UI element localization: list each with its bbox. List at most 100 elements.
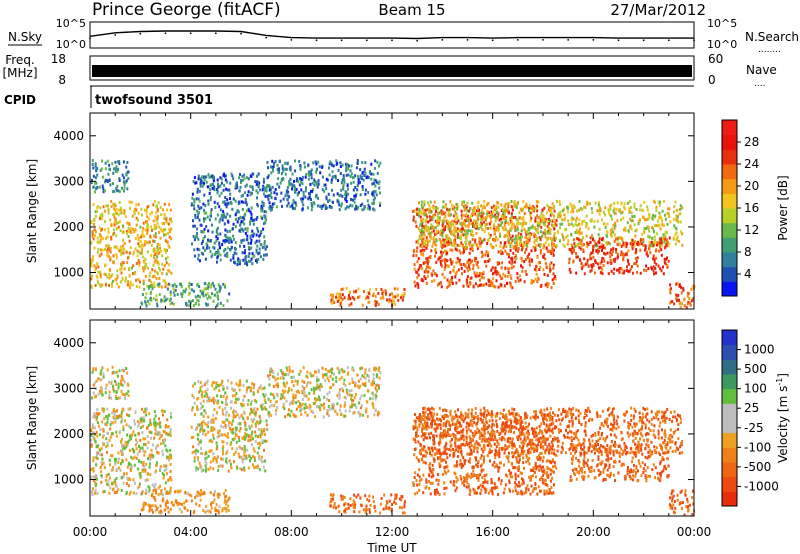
scatter-cell <box>479 244 482 248</box>
scatter-cell <box>508 253 510 257</box>
scatter-cell <box>592 238 594 242</box>
scatter-cell <box>346 163 349 167</box>
scatter-cell <box>245 433 248 437</box>
scatter-cell <box>144 443 147 446</box>
scatter-cell <box>623 202 626 206</box>
scatter-cell <box>113 189 116 193</box>
scatter-cell <box>210 208 213 212</box>
scatter-cell <box>339 303 342 307</box>
scatter-cell <box>97 412 100 416</box>
scatter-cell <box>176 503 179 507</box>
scatter-cell <box>153 488 156 492</box>
scatter-cell <box>159 268 161 272</box>
scatter-cell <box>356 184 359 188</box>
scatter-cell <box>309 182 312 186</box>
scatter-cell <box>197 174 200 178</box>
scatter-cell <box>666 222 669 226</box>
scatter-cell <box>430 226 433 230</box>
scatter-cell <box>117 374 119 378</box>
scatter-cell <box>652 243 655 247</box>
scatter-cell <box>589 202 591 206</box>
scatter-cell <box>653 200 656 204</box>
scatter-cell <box>202 176 205 180</box>
scatter-cell <box>229 258 232 262</box>
scatter-cell <box>356 188 359 192</box>
scatter-cell <box>521 269 524 273</box>
scatter-cell <box>536 227 539 231</box>
scatter-cell <box>262 407 265 411</box>
scatter-cell <box>120 462 122 466</box>
scatter-cell <box>336 296 339 300</box>
scatter-cell <box>629 242 632 245</box>
scatter-cell <box>403 288 406 291</box>
scatter-cell <box>593 225 596 229</box>
scatter-cell <box>196 456 199 460</box>
scatter-cell <box>94 190 96 194</box>
scatter-cell <box>623 228 625 232</box>
scatter-cell <box>523 280 526 284</box>
scatter-cell <box>227 220 230 224</box>
scatter-cell <box>454 238 457 242</box>
scatter-cell <box>244 191 246 195</box>
scatter-cell <box>606 251 609 255</box>
scatter-cell <box>130 227 133 231</box>
scatter-cell <box>549 230 552 234</box>
scatter-cell <box>214 509 217 513</box>
scatter-cell <box>634 229 637 233</box>
scatter-cell <box>263 398 266 402</box>
scatter-cell <box>128 492 131 496</box>
scatter-cell <box>689 301 692 305</box>
scatter-cell <box>196 216 199 219</box>
scatter-cell <box>417 241 420 245</box>
scatter-cell <box>120 437 123 441</box>
scatter-cell <box>90 241 93 245</box>
scatter-cell <box>111 421 114 425</box>
scatter-cell <box>295 203 298 207</box>
scatter-cell <box>369 288 372 292</box>
scatter-cell <box>119 396 122 400</box>
scatter-cell <box>353 297 356 301</box>
scatter-cell <box>168 222 170 226</box>
scatter-cell <box>541 208 544 212</box>
scatter-cell <box>536 280 539 284</box>
scatter-cell <box>207 467 210 471</box>
scatter-cell <box>468 222 471 226</box>
scatter-cell <box>501 226 504 230</box>
scatter-cell <box>468 241 470 245</box>
scatter-cell <box>158 422 161 426</box>
scatter-cell <box>555 244 558 248</box>
scatter-cell <box>267 166 269 170</box>
scatter-cell <box>205 505 208 508</box>
scatter-cell <box>165 217 168 221</box>
scatter-cell <box>628 269 631 273</box>
scatter-cell <box>354 194 357 198</box>
scatter-cell <box>466 234 468 238</box>
scatter-cell <box>119 380 122 384</box>
scatter-cell <box>213 293 216 297</box>
scatter-cell <box>590 257 593 261</box>
scatter-cell <box>601 243 604 247</box>
scatter-cell <box>579 207 582 211</box>
scatter-cell <box>451 248 454 252</box>
scatter-cell <box>415 240 418 244</box>
scatter-cell <box>572 238 575 242</box>
scatter-cell <box>349 169 352 173</box>
noise-search-point <box>240 32 242 35</box>
scatter-cell <box>236 397 239 401</box>
scatter-cell <box>169 293 172 296</box>
scatter-cell <box>206 423 209 427</box>
scatter-cell <box>135 438 137 442</box>
scatter-cell <box>126 476 129 480</box>
scatter-cell <box>536 214 539 218</box>
scatter-cell <box>191 394 194 397</box>
scatter-cell <box>263 448 265 452</box>
scatter-cell <box>268 206 271 210</box>
scatter-cell <box>206 399 209 403</box>
scatter-cell <box>456 260 459 264</box>
scatter-cell <box>315 170 318 174</box>
scatter-cell <box>122 481 125 485</box>
scatter-cell <box>146 426 149 430</box>
scatter-cell <box>666 265 669 269</box>
scatter-cell <box>251 229 254 233</box>
scatter-cell <box>564 235 567 239</box>
